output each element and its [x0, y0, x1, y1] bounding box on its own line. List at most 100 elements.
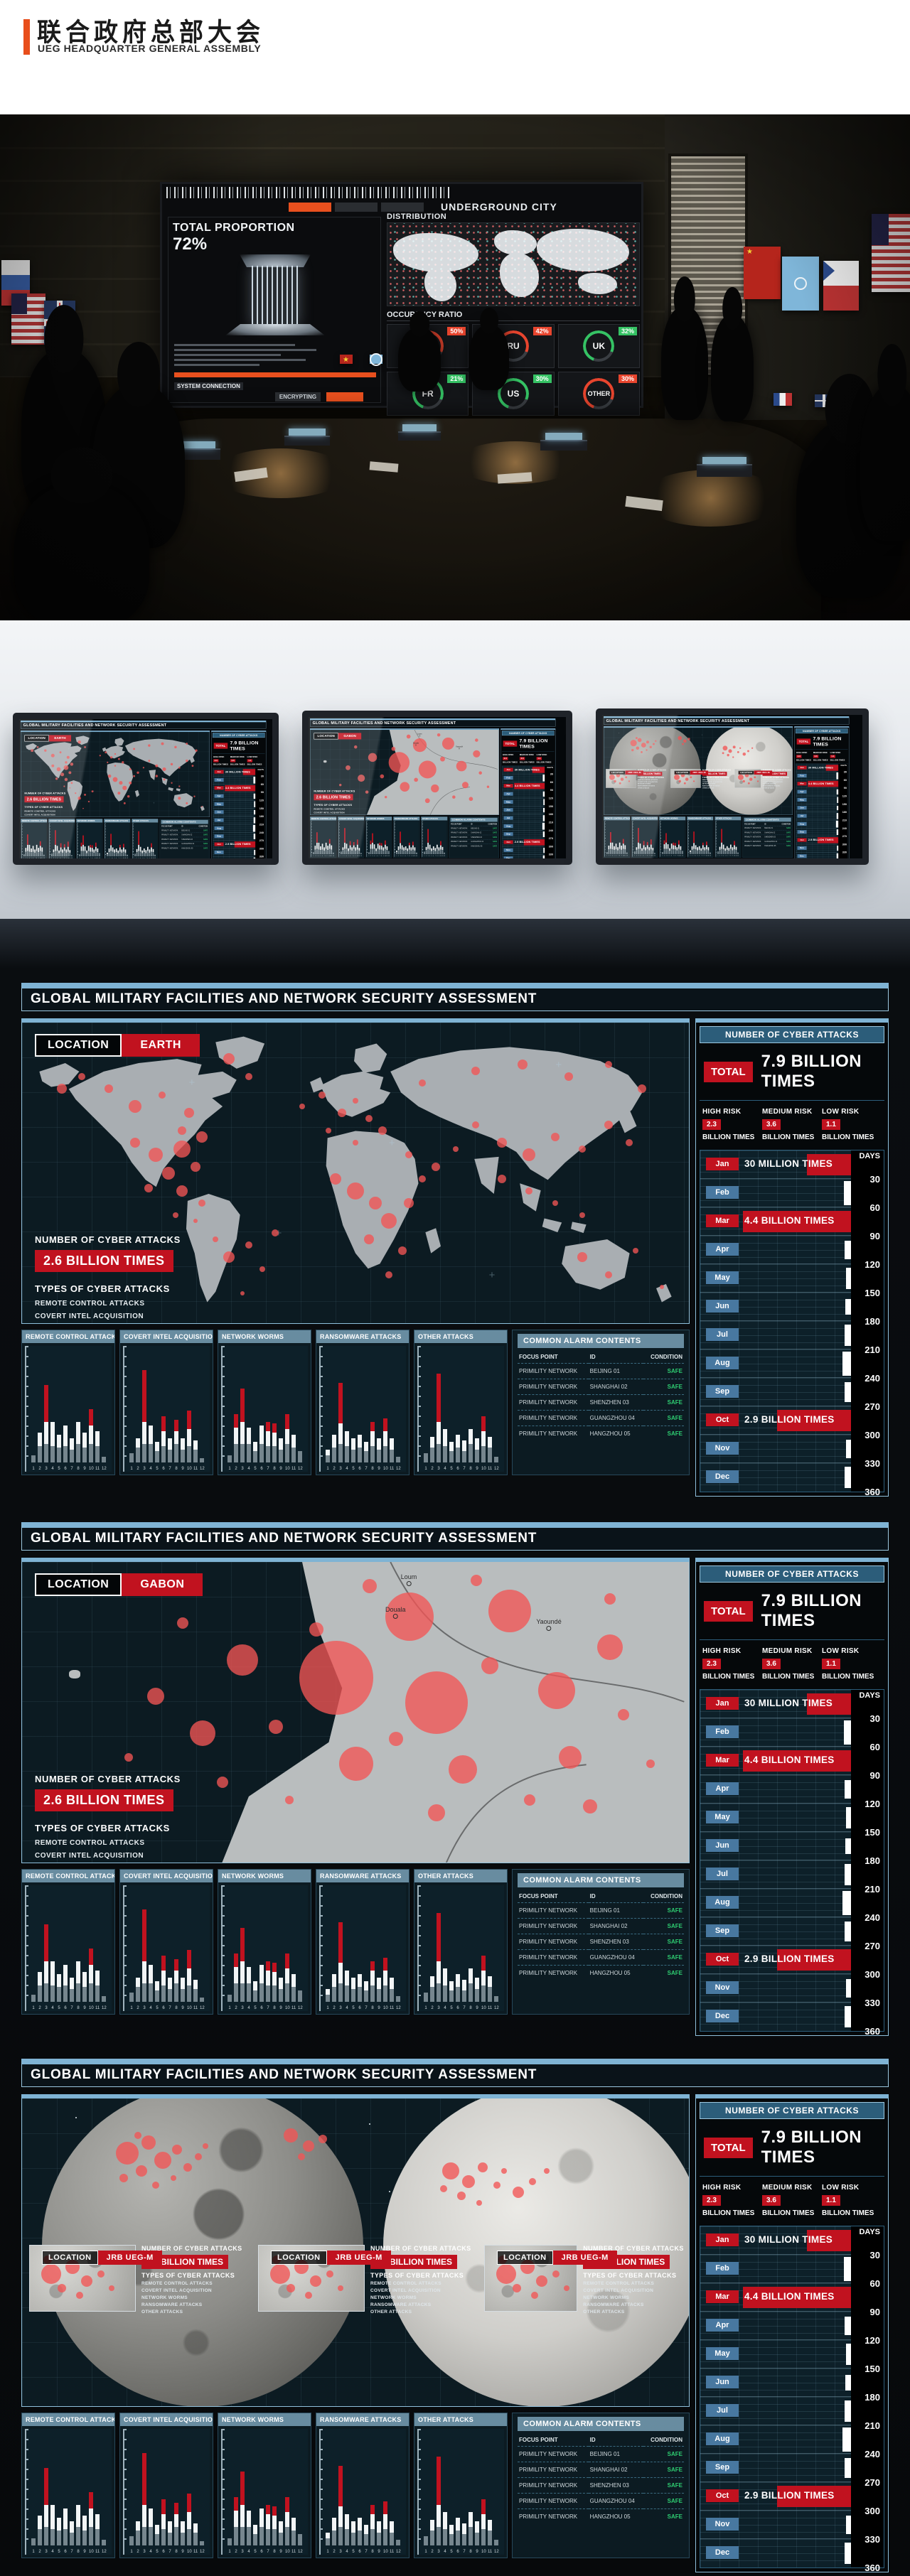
- month-chip: Jun: [214, 810, 224, 814]
- stacked-bar: [342, 847, 344, 855]
- month-bar: [254, 849, 256, 856]
- city-label: Douala: [413, 742, 419, 745]
- encrypting-button[interactable]: ENCRYPTING: [275, 392, 321, 402]
- stacked-bar: [443, 2512, 447, 2545]
- location-value[interactable]: EARTH: [122, 1034, 200, 1057]
- display-tab[interactable]: [381, 203, 424, 212]
- alarm-id: SHENZHEN 03: [181, 836, 197, 842]
- location-selector[interactable]: LOCATION GABON: [35, 1573, 203, 1596]
- attack-point: [732, 745, 736, 749]
- attack-point: [318, 2135, 327, 2143]
- month-row: Sep: [700, 2454, 851, 2482]
- x-label: 2: [333, 2550, 336, 2554]
- attack-point: [513, 2187, 524, 2198]
- axis-cell: 150: [838, 796, 847, 805]
- month-row: Feb: [700, 1179, 851, 1207]
- stacked-bar: [82, 1433, 87, 1462]
- location-selector[interactable]: LOCATION JRB UEG-M: [674, 770, 709, 775]
- confirm-button[interactable]: [326, 392, 363, 402]
- stacked-bar: [424, 851, 425, 855]
- x-label: 11: [358, 855, 360, 857]
- location-value[interactable]: JRB UEG-M: [754, 770, 773, 775]
- location-selector[interactable]: LOCATION GABON: [314, 733, 362, 740]
- location-value[interactable]: EARTH: [49, 735, 72, 742]
- month-row: Nov: [700, 1974, 851, 2003]
- month-row: May: [700, 1264, 851, 1293]
- alarm-condition: SAFE: [779, 826, 791, 831]
- axis-tick-label: 330: [864, 2534, 880, 2545]
- location-selector[interactable]: LOCATION JRB UEG-M: [497, 2251, 617, 2265]
- month-row: Feb: [502, 774, 545, 782]
- y-axis-ticks: [319, 1346, 323, 1463]
- x-label: 7: [365, 2550, 368, 2554]
- axis-cell: 120: [851, 1236, 884, 1270]
- mini-bar-chart: OTHER ATTACKS 1 2 3 4 5 6 7 8 9 10 11 12: [414, 1869, 508, 2015]
- x-label: 3: [339, 2550, 342, 2554]
- location-value[interactable]: JRB UEG-M: [690, 770, 709, 775]
- month-chip: Sep: [706, 2461, 739, 2474]
- stacked-bar: [331, 845, 333, 855]
- monitor-moon-screen[interactable]: GLOBAL MILITARY FACILITIES AND NETWORK S…: [602, 715, 862, 858]
- stacked-bar: [266, 1961, 270, 2002]
- alarm-row: PRIMILITY NETWORK GUANGZHOU 04 SAFE: [744, 839, 791, 844]
- location-value[interactable]: JRB UEG-M: [625, 770, 643, 775]
- display-tab[interactable]: [335, 203, 378, 212]
- attack-point: [147, 1688, 164, 1705]
- display-tab-active[interactable]: [289, 203, 331, 212]
- x-axis-labels: 1 2 3 4 5 6 7 8 9 10 11 12: [690, 856, 712, 857]
- attack-point: [368, 753, 378, 762]
- x-label: 1: [326, 1467, 329, 1471]
- monitor-earth-screen[interactable]: GLOBAL MILITARY FACILITIES AND NETWORK S…: [19, 719, 272, 858]
- days-axis-label: DAYS: [547, 766, 553, 769]
- location-selector[interactable]: LOCATION EARTH: [24, 735, 72, 742]
- alarm-focus-point: PRIMILITY NETWORK: [161, 832, 181, 837]
- location-selector[interactable]: LOCATION JRB UEG-M: [609, 770, 643, 775]
- stacked-bar: [430, 1436, 434, 1462]
- x-label: 10: [89, 1467, 94, 1471]
- stacked-bar: [161, 1956, 166, 2002]
- callout-type-item: COVERT INTEL ACQUISITION: [637, 781, 658, 783]
- stacked-bar: [332, 2518, 336, 2545]
- attack-point: [473, 750, 481, 758]
- y-axis-ticks: [21, 823, 23, 857]
- location-selector[interactable]: LOCATION JRB UEG-M: [738, 770, 773, 775]
- x-label: 10: [481, 2550, 486, 2554]
- stacked-bar: [370, 840, 372, 855]
- gauge-country-code: RU: [507, 341, 520, 351]
- stacked-bar: [25, 848, 27, 857]
- x-label: 3: [427, 855, 429, 857]
- axis-tick-label: 30: [550, 772, 553, 776]
- x-label: 11: [488, 2550, 493, 2554]
- attack-point: [116, 2142, 139, 2165]
- x-axis-labels: 1 2 3 4 5 6 7 8 9 10 11 12: [228, 2006, 306, 2010]
- stacked-bar: [364, 2525, 368, 2545]
- attack-point: [183, 1107, 194, 1118]
- stacked-bar: [63, 844, 65, 857]
- mini-chart-plot: 1 2 3 4 5 6 7 8 9 10 11 12: [25, 1885, 112, 2011]
- location-value[interactable]: JRB UEG-M: [326, 2251, 391, 2265]
- location-selector[interactable]: LOCATION JRB UEG-M: [271, 2251, 391, 2265]
- location-value[interactable]: JRB UEG-M: [552, 2251, 617, 2265]
- attack-point: [272, 1229, 279, 1237]
- alarm-id: SHANGHAI 02: [764, 830, 780, 835]
- x-label: 2: [136, 2550, 139, 2554]
- x-label: 7: [700, 855, 702, 857]
- location-value[interactable]: JRB UEG-M: [97, 2251, 162, 2265]
- alarm-column-header: CONDITION: [488, 823, 498, 826]
- location-selector[interactable]: LOCATION EARTH: [35, 1034, 200, 1057]
- location-value[interactable]: GABON: [338, 733, 362, 740]
- log-line: [174, 349, 316, 351]
- risk-unit: BILLION TIMES: [822, 2209, 874, 2217]
- attack-type-item: COVERT INTEL ACQUISITION: [314, 812, 345, 814]
- risk-item: HIGH RISK 2.3 BILLION TIMES: [796, 752, 813, 761]
- location-selector[interactable]: LOCATION JRB UEG-M: [42, 2251, 162, 2265]
- x-label: 3: [665, 855, 667, 857]
- x-label: 5: [450, 2550, 453, 2554]
- x-label: 8: [77, 1467, 80, 1471]
- risk-unit: BILLION TIMES: [822, 1133, 874, 1141]
- month-bar: [253, 809, 256, 815]
- stacked-bar: [62, 849, 63, 857]
- stacked-bar: [338, 1383, 343, 1462]
- monitor-gabon-screen[interactable]: GLOBAL MILITARY FACILITIES AND NETWORK S…: [309, 717, 566, 858]
- location-value[interactable]: GABON: [122, 1573, 203, 1596]
